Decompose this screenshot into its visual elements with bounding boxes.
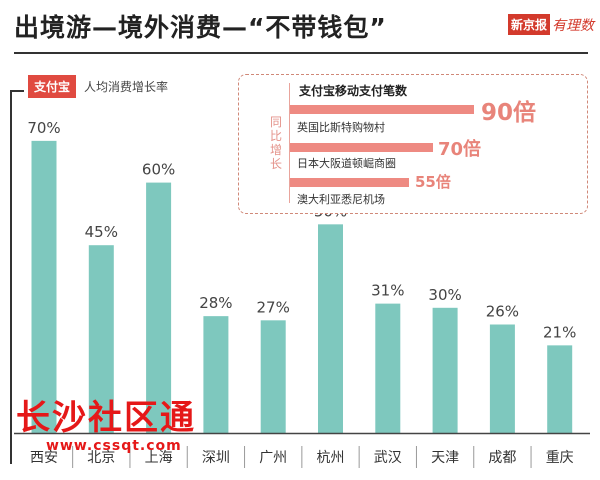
category-label-6: 杭州	[317, 450, 345, 466]
category-label-7: 武汉	[374, 450, 402, 466]
category-label-8: 天津	[431, 450, 459, 466]
left-bracket-decoration	[10, 90, 24, 464]
bar-9	[489, 324, 515, 433]
value-label-8: 30%	[428, 286, 461, 304]
inset-label-1: 英国比斯特购物村	[297, 121, 385, 134]
value-label-4: 28%	[199, 294, 232, 312]
watermark-text: 长沙社区通	[16, 398, 196, 438]
category-label-4: 深圳	[202, 450, 230, 466]
bar-3	[146, 182, 172, 433]
bar-6	[318, 224, 343, 433]
brand-logo: 新京报 有理数	[508, 14, 594, 35]
bar-1	[31, 140, 57, 433]
watermark: 长沙社区通 www.cssqt.com	[16, 398, 246, 454]
logo-script: 有理数	[552, 17, 595, 34]
inset-value-1: 90倍	[481, 100, 537, 126]
inset-value-3: 55倍	[415, 173, 451, 191]
category-label-5: 广州	[259, 450, 287, 466]
value-label-3: 60%	[142, 161, 175, 179]
value-label-9: 26%	[486, 302, 519, 320]
category-label-1: 西安	[30, 450, 58, 466]
category-label-3: 上海	[145, 450, 173, 466]
legend-tag: 支付宝	[28, 75, 77, 98]
inset-bar-2	[290, 143, 433, 152]
value-label-7: 31%	[371, 282, 404, 300]
logo-text: 新京报	[508, 14, 551, 35]
legend-label: 人均消费增长率	[84, 80, 169, 94]
inset-label-2: 日本大阪道顿崛商圈	[297, 157, 396, 170]
inset-axis	[289, 83, 290, 203]
bar-10	[547, 345, 573, 433]
category-label-10: 重庆	[546, 450, 574, 466]
inset-panel: 支付宝移动支付笔数 同比增长 英国比斯特购物村 90倍 日本大阪道顿崛商圈 70…	[238, 74, 588, 214]
title-divider	[14, 52, 588, 54]
bar-4	[203, 316, 229, 433]
inset-bar-3	[290, 178, 409, 187]
bar-7	[375, 303, 401, 433]
inset-bar-1	[290, 105, 474, 114]
value-label-5: 27%	[257, 298, 290, 316]
page-title: 出境游—境外消费—“不带钱包”	[14, 13, 387, 42]
bar-8	[432, 307, 458, 433]
inset-side-label: 同比增长	[269, 115, 282, 171]
value-label-1: 70%	[27, 119, 60, 137]
category-label-2: 北京	[87, 450, 115, 466]
category-label-9: 成都	[488, 450, 516, 466]
bar-2	[88, 245, 114, 433]
inset-title: 支付宝移动支付笔数	[299, 84, 408, 98]
value-label-10: 21%	[543, 323, 576, 341]
inset-value-2: 70倍	[438, 139, 482, 160]
value-label-2: 45%	[85, 223, 118, 241]
bar-5	[260, 320, 286, 433]
watermark-url: www.cssqt.com	[46, 438, 182, 454]
inset-label-3: 澳大利亚悉尼机场	[297, 193, 385, 206]
